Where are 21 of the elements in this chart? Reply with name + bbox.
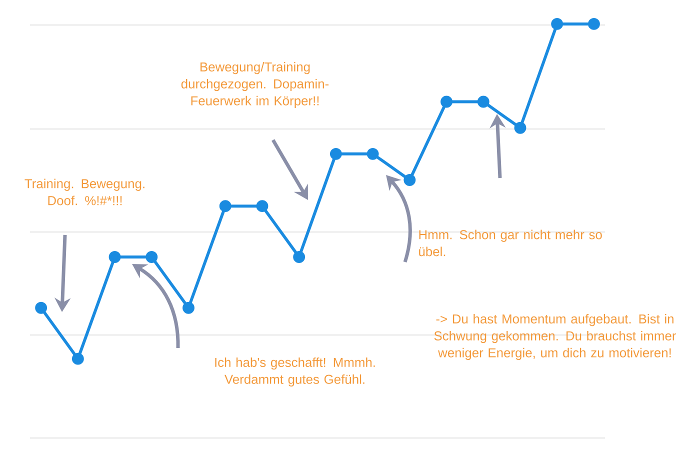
point: [404, 174, 416, 186]
annotation: Hmm. Schon gar nicht mehr so übel.: [419, 230, 602, 256]
point: [366, 148, 379, 160]
point: [108, 251, 121, 263]
point: [477, 96, 490, 108]
point: [72, 352, 84, 365]
point: [514, 122, 526, 134]
point: [330, 148, 342, 160]
annotation: Bewegung/Training durchgezogen. Dopamin-Feuerwerk im Körper!!: [181, 62, 329, 108]
point: [588, 18, 600, 30]
point: [256, 200, 268, 212]
annotation: Training. Bewegung. Doof. %!#*!!!: [24, 178, 144, 206]
point: [293, 251, 306, 263]
point: [440, 96, 452, 108]
point: [182, 302, 194, 314]
annotation: Ich hab's geschafft! Mmmh. Verdammt gutes Gefühl.: [215, 357, 375, 386]
point: [35, 302, 48, 314]
point: [146, 251, 158, 263]
point: [219, 200, 232, 212]
annotation: -> Du hast Momentum aufgebaut. Bist in Schwung gekommen. Du brauchst immer weniger Energie, um dich zu motivieren!: [434, 314, 676, 360]
point: [551, 18, 564, 30]
